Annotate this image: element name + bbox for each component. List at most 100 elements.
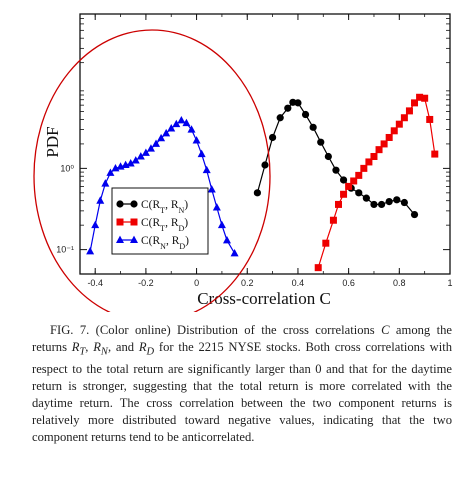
legend-marker [130, 200, 138, 208]
series-triangle [86, 115, 239, 257]
data-point [362, 194, 370, 202]
caption-var-c: C [381, 323, 390, 337]
x-tick-label: 0.8 [393, 278, 406, 288]
data-point [405, 107, 413, 115]
data-point [385, 133, 393, 141]
data-point [340, 190, 348, 198]
legend-label: C(RN, RD) [141, 235, 189, 251]
data-point [177, 115, 186, 124]
data-point [370, 200, 378, 209]
data-point [377, 200, 386, 209]
data-point [332, 166, 340, 174]
data-point [385, 198, 393, 206]
x-tick-label: 0.4 [292, 278, 305, 288]
data-point [370, 153, 378, 161]
series-circle [253, 98, 419, 219]
data-point [167, 124, 176, 132]
x-tick-label: 0.2 [241, 278, 254, 288]
data-point [126, 159, 135, 167]
data-point [192, 136, 201, 144]
data-point [365, 158, 373, 166]
data-point [400, 198, 408, 207]
data-point [294, 99, 302, 107]
data-point [212, 203, 221, 211]
chart-legend: C(RT, RN) C(RT, RD) C(RN, RD) [111, 187, 209, 255]
data-point [416, 93, 424, 101]
data-point [207, 185, 216, 193]
data-point [269, 133, 277, 142]
data-point [146, 144, 155, 152]
series-line [256, 101, 415, 215]
data-point [400, 114, 408, 122]
data-point [182, 118, 191, 127]
data-point [276, 114, 284, 122]
data-point [380, 140, 388, 148]
data-point [317, 138, 325, 146]
data-point [141, 148, 150, 156]
data-point [390, 127, 398, 135]
data-point [350, 177, 358, 185]
caption-and: , and [107, 340, 139, 354]
legend-label: C(RT, RN) [141, 199, 188, 215]
caption-text-1: FIG. 7. (Color online) Distribution of t… [50, 323, 382, 337]
data-point [136, 152, 145, 160]
data-point [339, 176, 348, 184]
data-point [360, 164, 368, 172]
data-point [253, 189, 261, 197]
data-point [91, 220, 100, 229]
data-point [301, 110, 310, 119]
caption-comma: , [85, 340, 94, 354]
legend-marker [130, 235, 138, 243]
x-tick-label: -0.4 [87, 278, 103, 288]
data-point [131, 156, 140, 164]
data-point [217, 220, 226, 229]
caption-text-2: among the returns [32, 323, 452, 354]
data-point [86, 247, 95, 255]
data-point [284, 104, 292, 112]
data-point [222, 235, 231, 244]
data-point [395, 120, 403, 128]
legend-marker [116, 235, 124, 243]
y-axis-label: PDF [43, 126, 62, 157]
caption-var-rt: RT [71, 340, 86, 358]
caption-paragraph: FIG. 7. (Color online) Distribution of t… [32, 322, 452, 446]
legend-marker [130, 218, 138, 226]
series-square [314, 93, 439, 272]
caption-var-rd: RD [138, 340, 155, 358]
caption-text-3: for the 2215 NYSE stocks. Both cross cor… [32, 340, 453, 444]
data-point [152, 139, 161, 147]
data-point [322, 239, 330, 247]
data-point [162, 128, 171, 137]
data-point [197, 149, 206, 158]
data-point [426, 115, 434, 123]
data-point [355, 171, 363, 179]
data-point [261, 161, 269, 169]
data-point [355, 189, 363, 197]
x-tick-label: 1 [447, 278, 452, 288]
data-point [345, 182, 353, 190]
legend-marker [116, 200, 124, 208]
x-tick-label: -0.2 [138, 278, 154, 288]
caption-var-rn: RN [93, 340, 108, 358]
figure-chart: -0.4 -0.2 0 0.2 0.4 0.6 0.8 1 10⁰ 10⁻¹ PDF Cross-… [33, 13, 453, 312]
data-point [375, 146, 383, 154]
data-point [411, 99, 419, 107]
data-point [329, 216, 337, 224]
y-tick-label: 10⁻¹ [56, 245, 74, 255]
data-point [187, 125, 196, 133]
data-point [421, 94, 429, 102]
data-point [96, 196, 105, 204]
data-point [172, 119, 181, 128]
x-axis-label: Cross-correlation C [197, 289, 331, 308]
data-point [106, 168, 115, 176]
data-point [324, 152, 332, 161]
data-point [431, 150, 439, 158]
figure-caption: FIG. 7. (Color online) Distribution of t… [32, 322, 452, 446]
legend-label: C(RT, RD) [141, 217, 188, 233]
data-point [230, 248, 239, 257]
legend-box [111, 187, 209, 255]
data-point [202, 165, 211, 174]
y-tick-label: 10⁰ [60, 163, 74, 173]
data-point [157, 133, 166, 142]
annotation-ellipse [33, 29, 271, 312]
